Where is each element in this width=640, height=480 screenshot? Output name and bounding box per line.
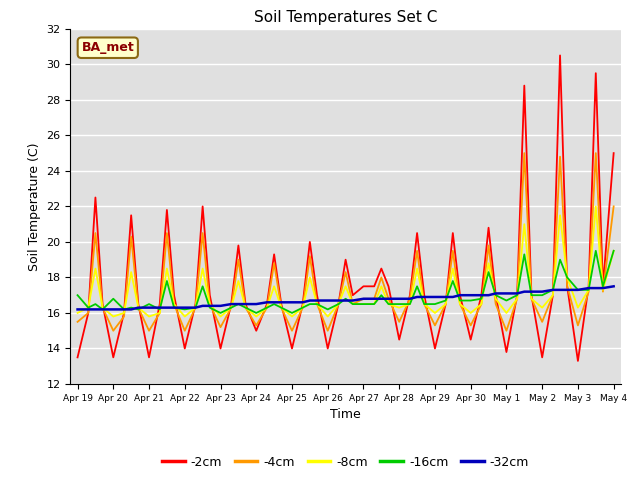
- Text: BA_met: BA_met: [81, 41, 134, 54]
- X-axis label: Time: Time: [330, 408, 361, 421]
- Title: Soil Temperatures Set C: Soil Temperatures Set C: [254, 10, 437, 25]
- Legend: -2cm, -4cm, -8cm, -16cm, -32cm: -2cm, -4cm, -8cm, -16cm, -32cm: [157, 451, 534, 474]
- Y-axis label: Soil Temperature (C): Soil Temperature (C): [28, 142, 41, 271]
